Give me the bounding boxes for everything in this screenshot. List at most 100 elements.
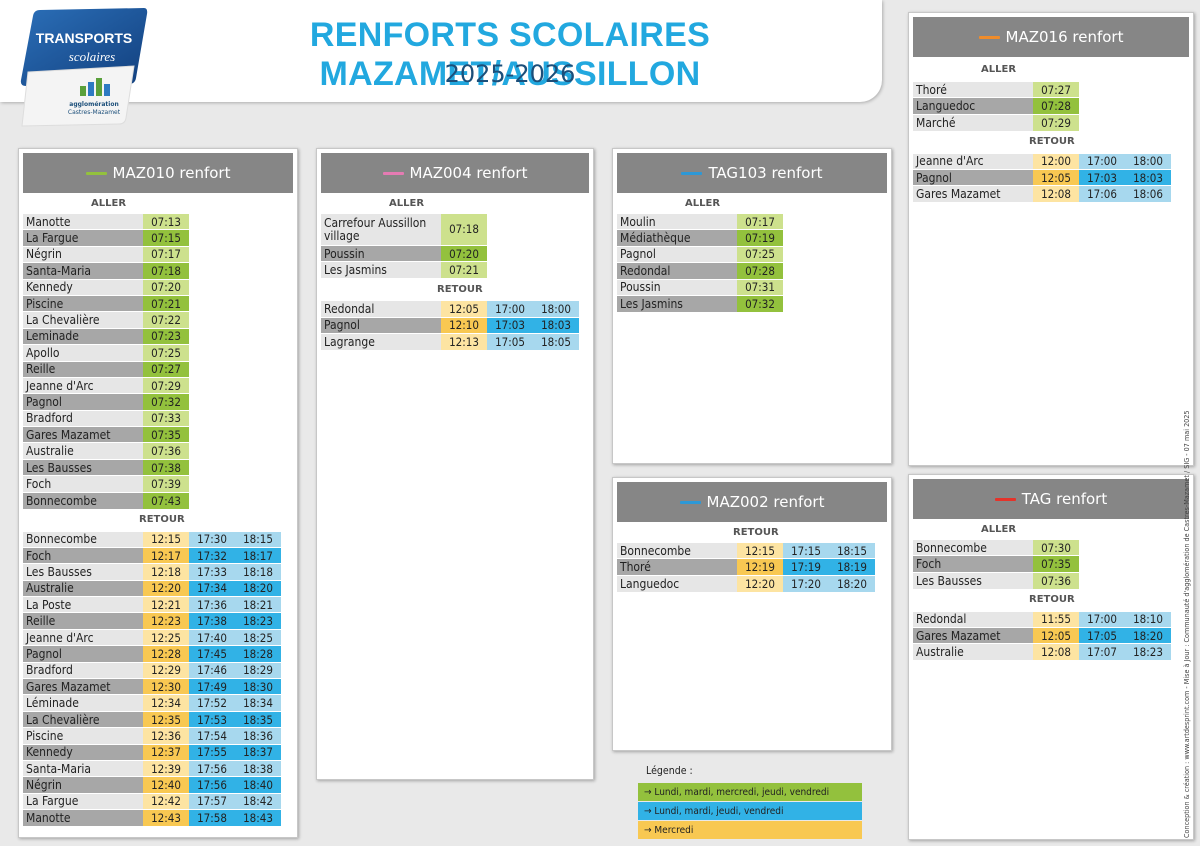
weekday-time: 18:28 — [235, 645, 281, 663]
panel-maz004: MAZ004 renfort ALLER Carrefour Aussillon v… — [316, 148, 594, 780]
section-aller: ALLER — [389, 197, 425, 209]
retour-row: Piscine 12:36 17:54 18:36 — [23, 727, 281, 745]
wednesday-time: 12:36 — [143, 727, 189, 745]
aller-row: Leminade 07:23 — [23, 327, 189, 345]
departure-time: 07:32 — [143, 393, 189, 411]
aller-row: Marché 07:29 — [913, 113, 1079, 131]
stop-name: Manotte — [23, 809, 143, 827]
stop-name: Les Jasmins — [617, 294, 737, 312]
weekday-time: 18:20 — [235, 579, 281, 597]
aller-row: Pagnol 07:25 — [617, 245, 783, 263]
stop-name: Lagrange — [321, 333, 441, 350]
weekday-time: 17:32 — [189, 546, 235, 564]
aller-row: Santa-Maria 07:18 — [23, 262, 189, 280]
header-banner: RENFORTS SCOLAIRES MAZAMET/AUSSILLON 202… — [0, 0, 882, 102]
stop-name: Foch — [23, 475, 143, 493]
retour-row: Foch 12:17 17:32 18:17 — [23, 546, 281, 564]
wednesday-time: 12:25 — [143, 628, 189, 646]
aller-row: Manotte 07:13 — [23, 212, 189, 230]
stop-name: Manotte — [23, 212, 143, 230]
aller-row: Les Bausses 07:36 — [913, 571, 1079, 589]
retour-row: Gares Mazamet 12:08 17:06 18:06 — [913, 185, 1171, 203]
stop-name: Piscine — [23, 727, 143, 745]
wednesday-time: 12:19 — [737, 558, 783, 576]
panel-maz002: MAZ002 renfort RETOUR Bonnecombe 12:15 17:15… — [612, 477, 892, 751]
retour-row: Kennedy 12:37 17:55 18:37 — [23, 743, 281, 761]
retour-row: Jeanne d'Arc 12:25 17:40 18:25 — [23, 628, 281, 646]
stop-name: Bonnecombe — [617, 541, 737, 559]
departure-time: 07:13 — [143, 212, 189, 230]
wednesday-time: 12:42 — [143, 792, 189, 810]
weekday-time: 18:30 — [235, 678, 281, 695]
aller-row: Bradford 07:33 — [23, 409, 189, 427]
departure-time: 07:21 — [441, 261, 487, 279]
stop-name: Bonnecombe — [913, 538, 1033, 556]
stop-name: La Fargue — [23, 792, 143, 810]
panel-maz010: MAZ010 renfort ALLER Manotte 07:13 La Fargue… — [18, 148, 298, 838]
wednesday-time: 12:37 — [143, 743, 189, 761]
stop-name: Kennedy — [23, 278, 143, 296]
stop-name: Languedoc — [617, 574, 737, 592]
weekday-time: 18:38 — [235, 759, 281, 777]
weekday-time: 17:46 — [189, 661, 235, 679]
stop-name: Australie — [23, 442, 143, 460]
wednesday-time: 12:39 — [143, 759, 189, 777]
weekday-time: 18:20 — [1125, 627, 1171, 644]
retour-row: Manotte 12:43 17:58 18:43 — [23, 809, 281, 827]
weekday-time: 18:00 — [1125, 152, 1171, 170]
weekday-time: 18:42 — [235, 792, 281, 810]
page-title: RENFORTS SCOLAIRES MAZAMET/AUSSILLON — [309, 16, 711, 93]
departure-time: 07:35 — [1033, 555, 1079, 573]
wednesday-time: 12:28 — [143, 645, 189, 663]
stop-name: Pagnol — [617, 245, 737, 263]
weekday-time: 17:40 — [189, 628, 235, 646]
aller-row: Reille 07:27 — [23, 360, 189, 378]
retour-table: Redondal 12:05 17:00 18:00 Pagnol 12:10 17:03 1… — [321, 300, 579, 350]
line-color-swatch — [679, 500, 701, 504]
aller-row: Kennedy 07:20 — [23, 278, 189, 296]
legend-item-no-wednesday: → Lundi, mardi, jeudi, vendredi — [638, 802, 862, 820]
line-color-swatch — [382, 171, 404, 175]
departure-time: 07:36 — [1033, 571, 1079, 589]
weekday-time: 17:05 — [487, 333, 533, 350]
weekday-time: 18:15 — [829, 541, 875, 559]
weekday-time: 18:40 — [235, 776, 281, 794]
weekday-time: 17:07 — [1079, 643, 1125, 661]
departure-time: 07:32 — [737, 294, 783, 312]
aller-row: Languedoc 07:28 — [913, 97, 1079, 115]
retour-row: Santa-Maria 12:39 17:56 18:38 — [23, 759, 281, 777]
panel-tag: TAG renfort ALLER Bonnecombe 07:30 Foch 07:35… — [908, 474, 1194, 840]
weekday-time: 17:54 — [189, 727, 235, 745]
weekday-time: 18:10 — [1125, 610, 1171, 628]
aller-row: La Fargue 07:15 — [23, 229, 189, 247]
wednesday-time: 12:20 — [143, 579, 189, 597]
departure-time: 07:15 — [143, 229, 189, 247]
stop-name: Australie — [23, 579, 143, 597]
stop-name: Piscine — [23, 294, 143, 312]
stop-name: Gares Mazamet — [913, 627, 1033, 644]
stop-name: Marché — [913, 113, 1033, 131]
panel-title-maz016: MAZ016 renfort — [913, 17, 1189, 57]
weekday-time: 18:20 — [829, 574, 875, 592]
weekday-time: 17:05 — [1079, 627, 1125, 644]
departure-time: 07:33 — [143, 409, 189, 427]
weekday-time: 17:49 — [189, 678, 235, 695]
weekday-time: 17:57 — [189, 792, 235, 810]
panel-title-text: MAZ010 renfort — [112, 164, 231, 182]
stop-name: Jeanne d'Arc — [23, 376, 143, 394]
retour-row: La Poste 12:21 17:36 18:21 — [23, 596, 281, 613]
weekday-time: 18:18 — [235, 563, 281, 581]
section-retour: RETOUR — [1029, 594, 1075, 606]
logo-text-castres: Castres-Mazamet — [68, 109, 121, 116]
panel-title-maz004: MAZ004 renfort — [321, 153, 589, 193]
stop-name: Gares Mazamet — [23, 678, 143, 695]
stop-name: Thoré — [617, 558, 737, 576]
aller-row: Foch 07:39 — [23, 475, 189, 493]
aller-row: Gares Mazamet 07:35 — [23, 426, 189, 443]
weekday-time: 18:43 — [235, 809, 281, 827]
wednesday-time: 12:29 — [143, 661, 189, 679]
retour-row: Pagnol 12:10 17:03 18:03 — [321, 316, 579, 334]
retour-row: Reille 12:23 17:38 18:23 — [23, 612, 281, 630]
stop-name: Léminade — [23, 694, 143, 712]
departure-time: 07:17 — [737, 212, 783, 230]
